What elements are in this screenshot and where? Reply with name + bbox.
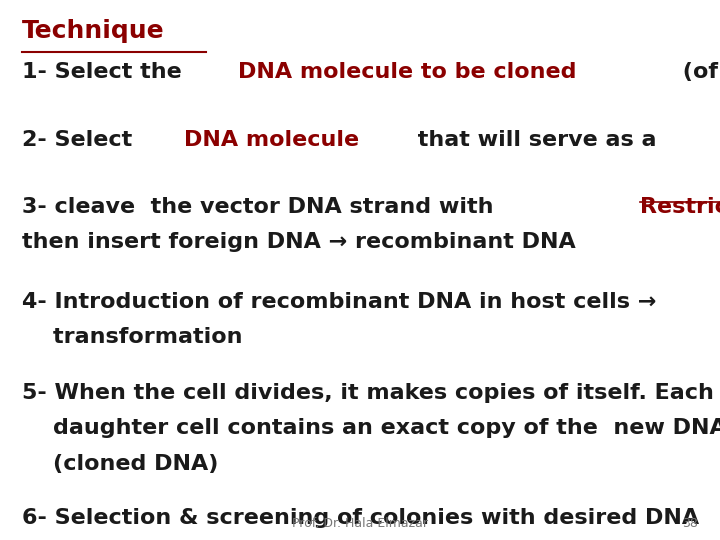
Text: that will serve as a: that will serve as a [410, 130, 664, 150]
Text: 2- Select: 2- Select [22, 130, 148, 150]
Text: 5- When the cell divides, it makes copies of itself. Each new: 5- When the cell divides, it makes copie… [22, 383, 720, 403]
Text: 38: 38 [683, 517, 698, 530]
Text: 3- cleave  the vector DNA strand with: 3- cleave the vector DNA strand with [22, 197, 501, 217]
Text: daughter cell contains an exact copy of the  new DNA: daughter cell contains an exact copy of … [22, 418, 720, 438]
Text: DNA molecule: DNA molecule [184, 130, 359, 150]
Text: (of interest): (of interest) [675, 62, 720, 82]
Text: 1- Select the: 1- Select the [22, 62, 189, 82]
Text: 4- Introduction of recombinant DNA in host cells →: 4- Introduction of recombinant DNA in ho… [22, 292, 656, 312]
Text: (cloned DNA): (cloned DNA) [22, 454, 218, 474]
Text: then insert foreign DNA → recombinant DNA: then insert foreign DNA → recombinant DN… [22, 232, 575, 252]
Text: Restriction endonuclease: Restriction endonuclease [640, 197, 720, 217]
Text: DNA molecule to be cloned: DNA molecule to be cloned [238, 62, 576, 82]
Text: Technique: Technique [22, 19, 164, 43]
Text: Prof. Dr. Hala Elmazar: Prof. Dr. Hala Elmazar [292, 517, 428, 530]
Text: 6- Selection & screening of colonies with desired DNA: 6- Selection & screening of colonies wit… [22, 508, 698, 528]
Text: transformation: transformation [22, 327, 242, 347]
